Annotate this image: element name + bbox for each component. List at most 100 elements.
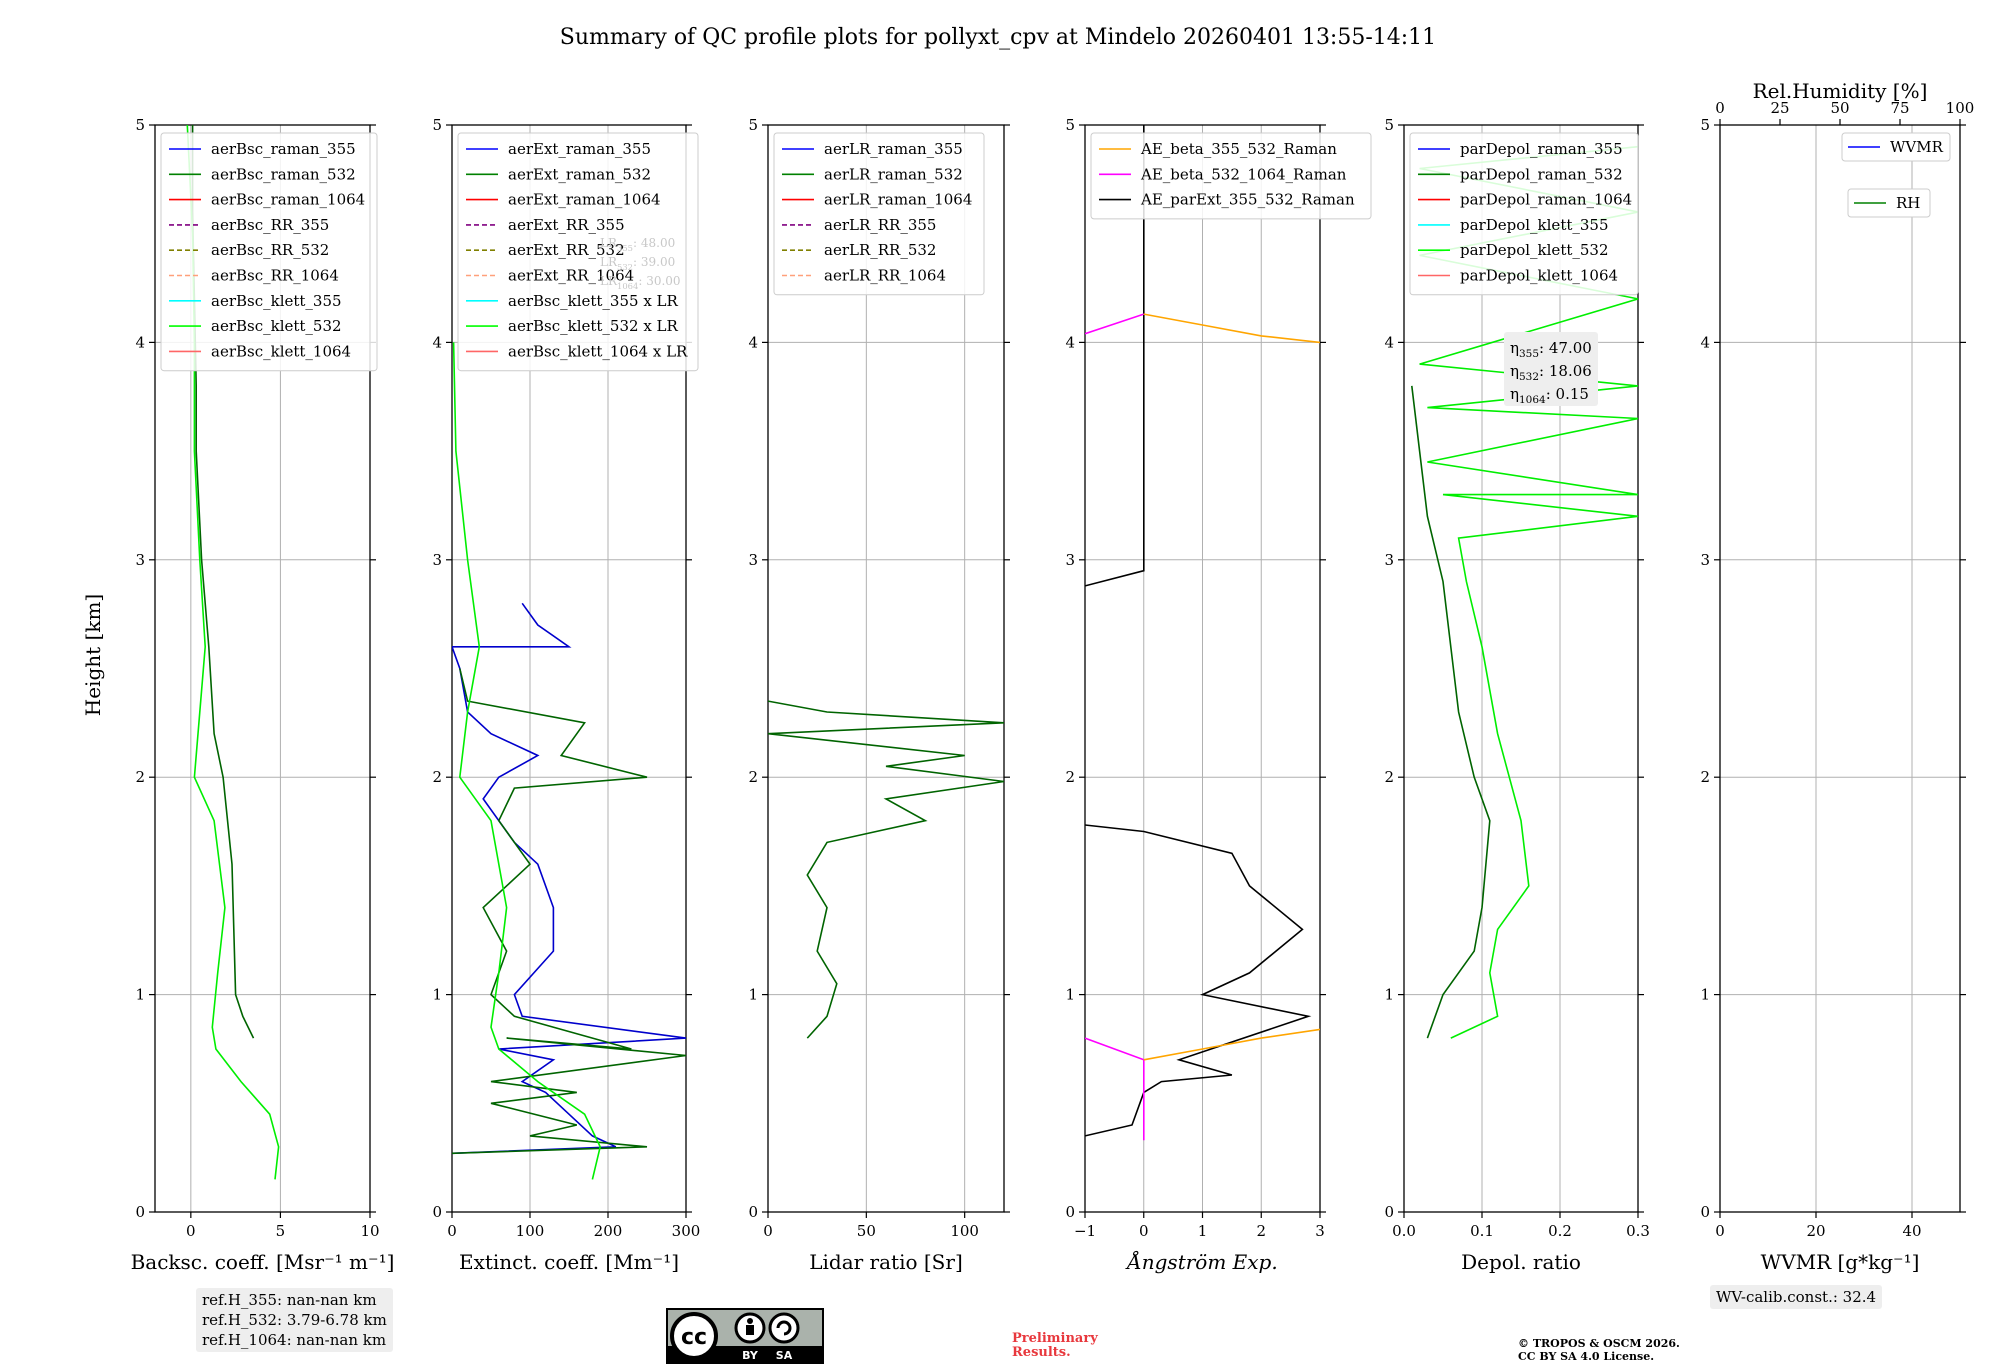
y-tick-label: 4: [135, 333, 145, 351]
y-tick-label: 5: [135, 116, 145, 134]
legend-label: parDepol_klett_1064: [1460, 267, 1618, 285]
legend: aerBsc_raman_355 aerBsc_raman_532 aerBsc_r…: [160, 132, 378, 372]
series-group: [1085, 125, 1320, 1141]
legend-box: [1847, 188, 1931, 218]
top-x-tick-label: 0: [1715, 99, 1725, 117]
legend-label: WVMR: [1890, 138, 1944, 156]
cc-by-sa-license-badge: cc BY SA: [666, 1308, 824, 1364]
x-tick-label: 0: [186, 1222, 196, 1240]
eta-label: η532: 18.06: [1510, 362, 1592, 383]
y-tick-label: 2: [748, 768, 758, 786]
legend-box: [773, 132, 985, 296]
legend-label: aerExt_raman_1064: [508, 191, 661, 209]
series-aerExt_raman_532: [452, 668, 686, 1155]
legend-label: aerBsc_raman_1064: [211, 191, 365, 209]
series-AE_beta_355_532_Raman-upper: [1143, 313, 1320, 344]
x-tick-label: 20: [1806, 1222, 1825, 1240]
y-tick-label: 2: [1065, 768, 1075, 786]
x-tick-label: −1: [1074, 1222, 1096, 1240]
legend-label: aerBsc_RR_355: [211, 216, 329, 234]
legend-box: [1841, 132, 1951, 162]
lr-label: LR1064: 30.00: [600, 274, 681, 291]
legend-label: parDepol_klett_355: [1460, 216, 1609, 234]
eta-label: η355: 47.00: [1510, 339, 1592, 360]
x-axis-label: Ångström Exp.: [1125, 1249, 1277, 1274]
ref-height-1064: ref.H_1064: nan-nan km: [202, 1331, 387, 1349]
y-tick-label: 5: [1384, 116, 1394, 134]
y-tick-label: 5: [432, 116, 442, 134]
y-tick-label: 0: [1700, 1203, 1710, 1221]
legend-label: aerBsc_klett_532: [211, 317, 342, 335]
y-tick-label: 3: [432, 551, 442, 569]
top-x-tick-label: 100: [1946, 99, 1975, 117]
axes-frame: [1403, 124, 1639, 1213]
y-tick-label: 0: [1065, 1203, 1075, 1221]
legend-label: aerBsc_raman_355: [211, 140, 356, 158]
preliminary-results-note: Preliminary Results.: [1012, 1332, 1098, 1360]
legend-label: aerBsc_RR_1064: [211, 267, 339, 285]
y-tick-label: 4: [432, 333, 442, 351]
series-AE_parExt_355_532_Raman: [1085, 824, 1312, 1137]
legend-label: aerBsc_RR_532: [211, 241, 329, 259]
y-tick-label: 1: [748, 986, 758, 1004]
panel-depol: 0 1 2 3 4 5 0.0 0.1 0.2 0.3 Depol. ratio parDepol_r…: [1384, 116, 1649, 1274]
lr-label: LR355: 48.00: [600, 236, 675, 253]
series-AE_beta_355_532_Raman: [1143, 1028, 1320, 1061]
x-tick-label: 0: [1715, 1222, 1725, 1240]
legend: aerExt_raman_355 aerExt_raman_532 aerExt_r…: [457, 132, 699, 372]
x-tick-label: 1: [1198, 1222, 1208, 1240]
legend-label: aerLR_raman_355: [824, 140, 963, 158]
legend-label: aerExt_RR_355: [508, 216, 625, 234]
figure-title: Summary of QC profile plots for pollyxt_…: [560, 25, 1436, 50]
y-tick-label: 1: [135, 986, 145, 1004]
legend-label: aerExt_RR_1064: [508, 267, 634, 285]
x-tick-label: 300: [672, 1222, 701, 1240]
y-tick-label: 4: [1384, 333, 1394, 351]
wv-calib-box: WV-calib.const.: 32.4: [1710, 1285, 1883, 1309]
series-AE_beta_532_1064_Raman-upper: [1085, 313, 1145, 335]
top-x-tick-label: 75: [1890, 99, 1909, 117]
y-tick-label: 0: [135, 1203, 145, 1221]
axes-frame: [451, 124, 687, 1213]
legend-label: AE_parExt_355_532_Raman: [1140, 191, 1355, 209]
x-tick-label: 200: [594, 1222, 623, 1240]
axes-frame: [767, 124, 1005, 1213]
legend-label: aerLR_raman_1064: [824, 191, 972, 209]
preliminary-line-2: Results.: [1012, 1345, 1071, 1360]
legend-label: parDepol_klett_532: [1460, 241, 1609, 259]
badge-by-label: BY: [742, 1349, 759, 1362]
legend-box: [457, 132, 699, 372]
y-tick-label: 4: [1700, 333, 1710, 351]
series-parDepol_raman_532: [1411, 385, 1491, 1039]
y-tick-label: 1: [1065, 986, 1075, 1004]
legend: WVMR RH: [1841, 132, 1951, 218]
series-aerLR_raman_532: [768, 700, 1004, 1039]
y-tick-label: 1: [432, 986, 442, 1004]
preliminary-line-1: Preliminary: [1012, 1331, 1098, 1346]
copyright-line-2: CC BY SA 4.0 License.: [1518, 1350, 1655, 1363]
y-tick-label: 4: [1065, 333, 1075, 351]
copyright-note: © TROPOS & OSCM 2026. CC BY SA 4.0 Licen…: [1518, 1337, 1680, 1363]
legend-label: aerLR_raman_532: [824, 165, 963, 183]
x-tick-label: 0.2: [1548, 1222, 1572, 1240]
legend-box: [1090, 132, 1372, 220]
badge-sa-label: SA: [776, 1349, 793, 1362]
legend-label: RH: [1896, 194, 1920, 212]
legend-box: [1409, 132, 1639, 296]
panel-ext: 0 1 2 3 4 5 0 100 200 300 Extinct. coeff. [Mm⁻¹] ae…: [432, 116, 700, 1274]
cc-icon: [670, 1312, 718, 1360]
legend-label: parDepol_raman_1064: [1460, 191, 1632, 209]
y-axis-label: Height [km]: [81, 594, 105, 716]
y-tick-label: 3: [748, 551, 758, 569]
x-tick-label: 50: [857, 1222, 876, 1240]
x-tick-label: 100: [950, 1222, 979, 1240]
eta-box: [1504, 332, 1598, 406]
legend-label: aerLR_RR_355: [824, 216, 936, 234]
top-x-tick-label: 25: [1770, 99, 1789, 117]
x-tick-label: 3: [1315, 1222, 1325, 1240]
legend-label: aerBsc_klett_355: [211, 292, 342, 310]
